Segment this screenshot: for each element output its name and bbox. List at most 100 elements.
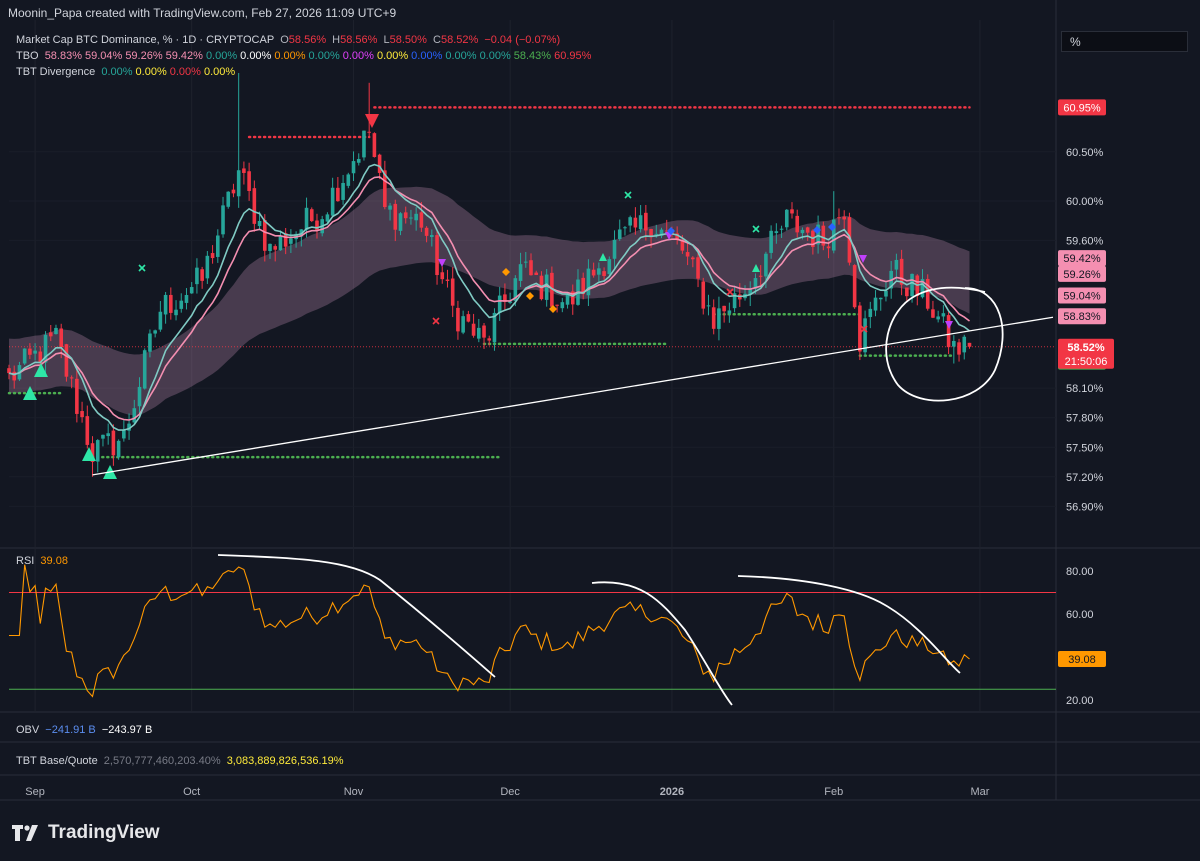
- rsi-divergence-arc: [591, 581, 733, 706]
- diamond-marker: [549, 305, 557, 313]
- candle-body: [90, 443, 95, 462]
- candle-body: [711, 307, 716, 329]
- tradingview-logo-text: TradingView: [48, 822, 160, 843]
- candle-body: [717, 308, 721, 329]
- candle-body: [727, 310, 732, 314]
- candle-body: [127, 423, 131, 431]
- tradingview-logo[interactable]: TradingView: [12, 822, 160, 844]
- candle-body: [550, 272, 554, 307]
- candle-body: [920, 279, 925, 298]
- current-price-badge: 58.52%: [1067, 342, 1105, 354]
- rsi-value: 39.08: [40, 555, 68, 567]
- high-label: H: [332, 34, 341, 46]
- candle-body: [106, 433, 110, 437]
- candle-body: [931, 309, 935, 318]
- cross-marker: [138, 264, 146, 272]
- rsi-divergence-arc: [737, 575, 961, 674]
- candle-body: [873, 297, 878, 311]
- x-tick-label: Nov: [344, 786, 364, 798]
- change-value: −0.04 (−0.07%): [484, 34, 561, 46]
- candle-body: [330, 187, 335, 216]
- candle-body: [33, 350, 37, 354]
- candle-body: [503, 294, 507, 302]
- candle-body: [706, 305, 711, 307]
- candle-body: [790, 209, 794, 214]
- candle-body: [430, 235, 434, 237]
- candle-body: [946, 315, 951, 348]
- sell-triangle-marker: [945, 321, 953, 329]
- sell-triangle-marker: [859, 255, 867, 263]
- candle-body: [899, 258, 904, 285]
- symbol-legend[interactable]: Market Cap BTC Dominance, % · 1D · CRYPT…: [16, 34, 563, 46]
- open-value: 58.56%: [288, 34, 327, 46]
- rsi-badge-bg: [1058, 650, 1106, 667]
- candle-body: [570, 291, 575, 305]
- symbol-name: Market Cap BTC Dominance, % · 1D · CRYPT…: [16, 34, 275, 46]
- ma-cloud: [9, 186, 970, 416]
- candle-body: [858, 305, 862, 352]
- rsi-y-tick-label: 60.00: [1066, 609, 1094, 621]
- cross-marker: [726, 288, 734, 296]
- candle-body: [758, 275, 763, 277]
- drawings: [92, 286, 1054, 476]
- candle-body: [356, 159, 361, 163]
- candle-body: [398, 213, 403, 231]
- tbo-value: 0.00%: [308, 50, 340, 62]
- price-badge-bg: [1058, 287, 1106, 304]
- candle-body: [461, 316, 465, 333]
- candles: [7, 72, 972, 477]
- candle-body: [75, 378, 79, 414]
- sell-triangle-marker: [438, 259, 446, 267]
- candle-body: [174, 309, 178, 316]
- tbo-legend[interactable]: TBO 58.83% 59.04% 59.26% 59.42% 0.00% 0.00% 0.…: [16, 50, 597, 62]
- circle-drawing: [885, 286, 1004, 402]
- candle-body: [22, 348, 27, 364]
- tbo-value: 60.95%: [554, 50, 592, 62]
- candle-body: [450, 278, 455, 306]
- cross-marker: [752, 225, 760, 233]
- price-badge-bg: [1058, 250, 1106, 267]
- candle-body: [523, 261, 528, 263]
- signal-markers: [23, 114, 953, 479]
- moving-averages: [8, 163, 970, 431]
- buy-triangle-marker: [34, 363, 48, 377]
- tbo-value: 0.00%: [274, 50, 306, 62]
- candle-body: [482, 325, 486, 338]
- candle-body: [419, 212, 424, 228]
- tbt-base-quote-name: TBT Base/Quote: [16, 755, 98, 767]
- candle-body: [341, 182, 345, 200]
- candle-body: [142, 350, 147, 389]
- obv-legend[interactable]: OBV −241.91 B −243.97 B: [16, 724, 155, 736]
- trendline-drawing: [92, 316, 1054, 476]
- rsi-legend[interactable]: RSI 39.08: [16, 555, 71, 567]
- obv-value-2: −243.97 B: [101, 724, 153, 736]
- tbt-divergence-legend[interactable]: TBT Divergence 0.00% 0.00% 0.00% 0.00%: [16, 66, 241, 78]
- candle-body: [863, 318, 867, 353]
- tbo-values: 58.83% 59.04% 59.26% 59.42% 0.00% 0.00% 0.00% 0…: [45, 50, 595, 62]
- candle-body: [466, 314, 471, 322]
- candle-body: [268, 243, 272, 251]
- candle-body: [132, 408, 137, 423]
- price-badge-bg: [1058, 99, 1106, 116]
- tbo-name: TBO: [16, 50, 39, 62]
- price-badge: 59.42%: [1063, 253, 1101, 265]
- candle-body: [701, 281, 706, 309]
- candle-body: [445, 279, 450, 281]
- candle-body: [518, 264, 523, 281]
- candle-body: [732, 293, 737, 309]
- candle-body: [221, 205, 225, 235]
- candle-body: [456, 307, 460, 332]
- tbt-base-quote-legend[interactable]: TBT Base/Quote 2,570,777,460,203.40% 3,0…: [16, 755, 347, 767]
- level-lines: [7, 106, 1056, 459]
- cross-marker: [624, 191, 632, 199]
- x-tick-label: 2026: [660, 786, 684, 798]
- unit-selector[interactable]: %: [1061, 31, 1188, 52]
- candle-body: [38, 351, 43, 363]
- buy-triangle-marker: [23, 386, 37, 400]
- tradingview-logo-icon: [12, 825, 38, 841]
- candle-body: [659, 229, 664, 236]
- tbt-divergence-value: 0.00%: [135, 66, 167, 78]
- candle-body: [242, 168, 246, 173]
- candle-body: [675, 233, 679, 240]
